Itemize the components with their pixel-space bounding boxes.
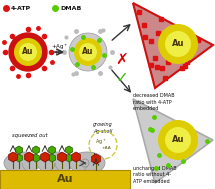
Polygon shape <box>49 146 55 154</box>
Polygon shape <box>72 152 80 162</box>
Circle shape <box>69 33 107 71</box>
Text: decreased DMAB
ratio with 4-ATP
embedded: decreased DMAB ratio with 4-ATP embedded <box>133 93 175 111</box>
Circle shape <box>158 24 198 64</box>
Ellipse shape <box>4 152 40 174</box>
Ellipse shape <box>69 152 105 174</box>
Circle shape <box>81 159 89 167</box>
Circle shape <box>9 33 47 71</box>
Circle shape <box>14 38 42 66</box>
Text: Au: Au <box>172 136 184 145</box>
Text: growing
Ag shell: growing Ag shell <box>93 122 113 134</box>
Polygon shape <box>66 154 72 162</box>
Text: +AA: +AA <box>53 50 66 54</box>
Polygon shape <box>49 154 55 162</box>
Polygon shape <box>32 154 40 162</box>
Polygon shape <box>15 154 22 162</box>
Polygon shape <box>15 146 22 154</box>
Text: ✓: ✓ <box>116 70 128 85</box>
Circle shape <box>165 127 191 153</box>
Text: ✗: ✗ <box>116 53 128 67</box>
Polygon shape <box>32 146 40 154</box>
Text: +AA: +AA <box>101 146 111 150</box>
Polygon shape <box>58 152 66 162</box>
Ellipse shape <box>37 152 73 174</box>
Circle shape <box>165 31 191 57</box>
Circle shape <box>79 43 97 61</box>
Circle shape <box>74 38 102 66</box>
Polygon shape <box>41 152 49 162</box>
Text: Au: Au <box>172 40 184 49</box>
Text: unchanged DMAB
ratio without 4-
ATP embedded: unchanged DMAB ratio without 4- ATP embe… <box>133 166 177 184</box>
Polygon shape <box>25 152 33 162</box>
Text: Ag$^+$: Ag$^+$ <box>95 137 107 147</box>
Text: Au: Au <box>82 47 94 57</box>
Polygon shape <box>133 3 213 88</box>
Polygon shape <box>133 99 213 183</box>
Text: +Ag$^+$: +Ag$^+$ <box>51 42 68 52</box>
Text: Au: Au <box>57 174 73 184</box>
Polygon shape <box>92 154 100 164</box>
Text: Ag: Ag <box>82 161 88 165</box>
Polygon shape <box>66 146 72 154</box>
Text: DMAB: DMAB <box>60 5 81 11</box>
Polygon shape <box>9 152 17 162</box>
Bar <box>0 170 130 189</box>
Text: 4-ATP: 4-ATP <box>11 5 31 11</box>
Text: squeezed out: squeezed out <box>12 133 48 139</box>
Circle shape <box>158 120 198 160</box>
Text: Au: Au <box>22 47 34 57</box>
Circle shape <box>19 43 37 61</box>
